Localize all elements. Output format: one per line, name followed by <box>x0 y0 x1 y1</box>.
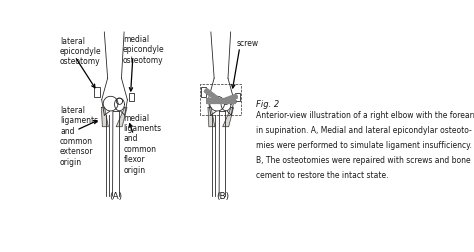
Text: in supination. A, Medial and lateral epicondylar osteoto-: in supination. A, Medial and lateral epi… <box>256 126 472 135</box>
Text: medial
epicondyle
osteotomy: medial epicondyle osteotomy <box>123 35 164 65</box>
Text: B, The osteotomies were repaired with screws and bone: B, The osteotomies were repaired with sc… <box>256 156 471 165</box>
Polygon shape <box>208 108 215 127</box>
Text: Anterior-view illustration of a right elbow with the forearm: Anterior-view illustration of a right el… <box>256 111 474 120</box>
Polygon shape <box>116 108 127 127</box>
Text: lateral
epicondyle
osteotomy: lateral epicondyle osteotomy <box>60 36 101 66</box>
Text: cement to restore the intact state.: cement to restore the intact state. <box>256 171 389 180</box>
Text: lateral
ligaments
and
common
extensor
origin: lateral ligaments and common extensor or… <box>60 105 98 166</box>
Text: (A): (A) <box>109 191 123 200</box>
Text: mies were performed to simulate ligament insufficiency.: mies were performed to simulate ligament… <box>256 141 472 150</box>
Polygon shape <box>223 108 234 127</box>
Text: Fig. 2: Fig. 2 <box>256 100 279 109</box>
Text: screw: screw <box>237 39 259 48</box>
Text: (B): (B) <box>216 191 229 200</box>
Polygon shape <box>101 108 108 127</box>
Text: medial
ligaments
and
common
flexor
origin: medial ligaments and common flexor origi… <box>124 113 162 174</box>
